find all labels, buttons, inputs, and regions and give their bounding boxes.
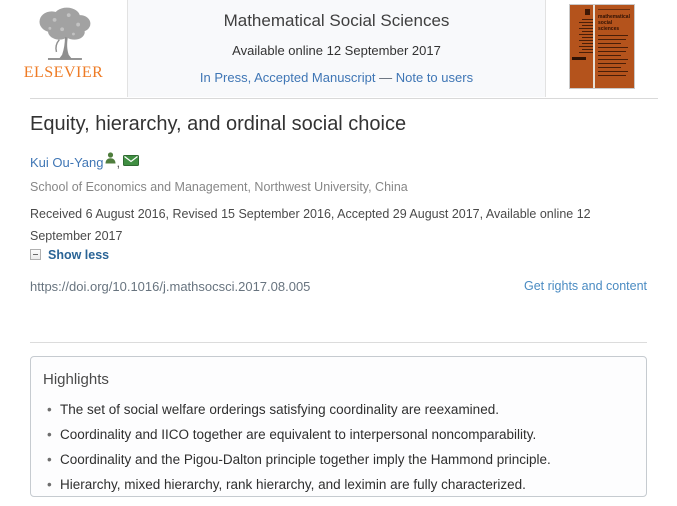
- email-envelope-icon[interactable]: [123, 155, 140, 166]
- elsevier-tree-icon: [38, 7, 90, 60]
- journal-banner: Mathematical Social Sciences Available o…: [128, 0, 545, 97]
- author-separator: ,: [116, 155, 121, 170]
- doi-row: https://doi.org/10.1016/j.mathsocsci.201…: [30, 279, 647, 294]
- show-less-toggle[interactable]: Show less: [30, 248, 109, 262]
- article-history: Received 6 August 2016, Revised 15 Septe…: [30, 207, 591, 243]
- available-online-text: Available online 12 September 2017: [232, 43, 441, 58]
- author-affiliation: School of Economics and Management, Nort…: [30, 180, 408, 194]
- collapse-minus-icon[interactable]: [30, 249, 41, 260]
- journal-cover-thumbnail[interactable]: mathematical social sciences: [569, 4, 635, 89]
- get-rights-link[interactable]: Get rights and content: [524, 279, 647, 293]
- in-press-link[interactable]: In Press, Accepted Manuscript: [199, 70, 376, 85]
- cover-contents-column: [572, 7, 593, 86]
- cover-main-column: mathematical social sciences: [595, 7, 632, 86]
- show-less-label: Show less: [48, 248, 110, 262]
- highlights-heading: Highlights: [43, 371, 109, 388]
- status-dash: —: [379, 70, 393, 85]
- header-divider-right: [545, 0, 546, 97]
- article-title: Equity, hierarchy, and ordinal social ch…: [30, 113, 407, 135]
- note-to-users-link[interactable]: Note to users: [395, 70, 474, 85]
- elsevier-logo[interactable]: ELSEVIER: [0, 0, 127, 97]
- header-divider-left: [127, 0, 128, 97]
- author-row: Kui Ou-Yang,: [30, 152, 140, 170]
- publication-status-row: In Press, Accepted Manuscript — Note to …: [128, 70, 545, 85]
- author-link[interactable]: Kui Ou-Yang: [30, 155, 104, 170]
- highlights-list: The set of social welfare orderings sati…: [43, 397, 632, 497]
- cover-stripe: [593, 5, 595, 88]
- highlights-panel: Highlights The set of social welfare ord…: [30, 356, 647, 497]
- journal-title: Mathematical Social Sciences: [223, 11, 450, 30]
- highlight-item: Hierarchy, mixed hierarchy, rank hierarc…: [43, 472, 632, 497]
- doi-link[interactable]: https://doi.org/10.1016/j.mathsocsci.201…: [30, 279, 311, 294]
- section-divider: [30, 342, 647, 343]
- highlight-item: Coordinality and IICO together are equiv…: [43, 422, 632, 447]
- journal-cover-title: mathematical social sciences: [598, 14, 630, 32]
- header-bottom-rule: [30, 98, 658, 99]
- author-person-icon[interactable]: [105, 152, 116, 164]
- highlight-item: Coordinality and the Pigou-Dalton princi…: [43, 447, 632, 472]
- highlight-item: The set of social welfare orderings sati…: [43, 397, 632, 422]
- elsevier-wordmark: ELSEVIER: [23, 64, 104, 81]
